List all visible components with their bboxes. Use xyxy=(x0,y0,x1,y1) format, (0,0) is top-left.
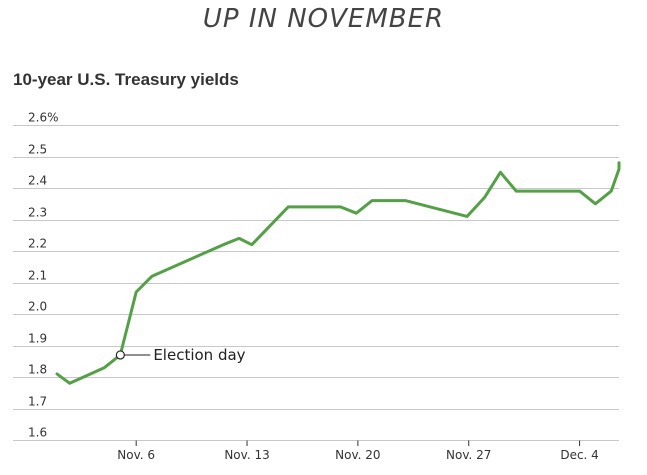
series-line xyxy=(55,161,621,385)
headline: UP IN NOVEMBER xyxy=(202,4,445,34)
gridlines xyxy=(13,125,619,441)
y-tick-label: 2.1 xyxy=(28,269,47,283)
y-tick-label: 1.9 xyxy=(28,332,47,346)
x-tick-label: Nov. 13 xyxy=(224,448,269,462)
y-tick-label: 1.8 xyxy=(28,363,47,377)
y-tick-label: 2.2 xyxy=(28,237,47,251)
series-layer xyxy=(55,161,621,385)
y-tick-label: 2.6% xyxy=(28,111,59,125)
chart-title: 10-year U.S. Treasury yields xyxy=(13,70,239,89)
y-tick-label: 2.4 xyxy=(28,174,47,188)
y-tick-label: 2.5 xyxy=(28,143,47,157)
y-tick-label: 2.0 xyxy=(28,300,47,314)
x-tick-label: Nov. 6 xyxy=(117,448,155,462)
annotation-label: Election day xyxy=(153,346,245,364)
y-tick-label: 1.6 xyxy=(28,426,47,440)
x-tick-label: Nov. 20 xyxy=(335,448,380,462)
y-tick-label: 1.7 xyxy=(28,395,47,409)
y-axis-labels: 2.6% 2.5 2.4 2.3 2.2 2.1 2.0 1.9 1.8 1.7 1.6 xyxy=(28,111,59,440)
annotation-layer: Election day xyxy=(115,346,246,364)
annotation-marker xyxy=(115,350,125,360)
x-tick-label: Nov. 27 xyxy=(446,448,491,462)
x-tick-label: Dec. 4 xyxy=(560,448,598,462)
y-tick-label: 2.3 xyxy=(28,206,47,220)
